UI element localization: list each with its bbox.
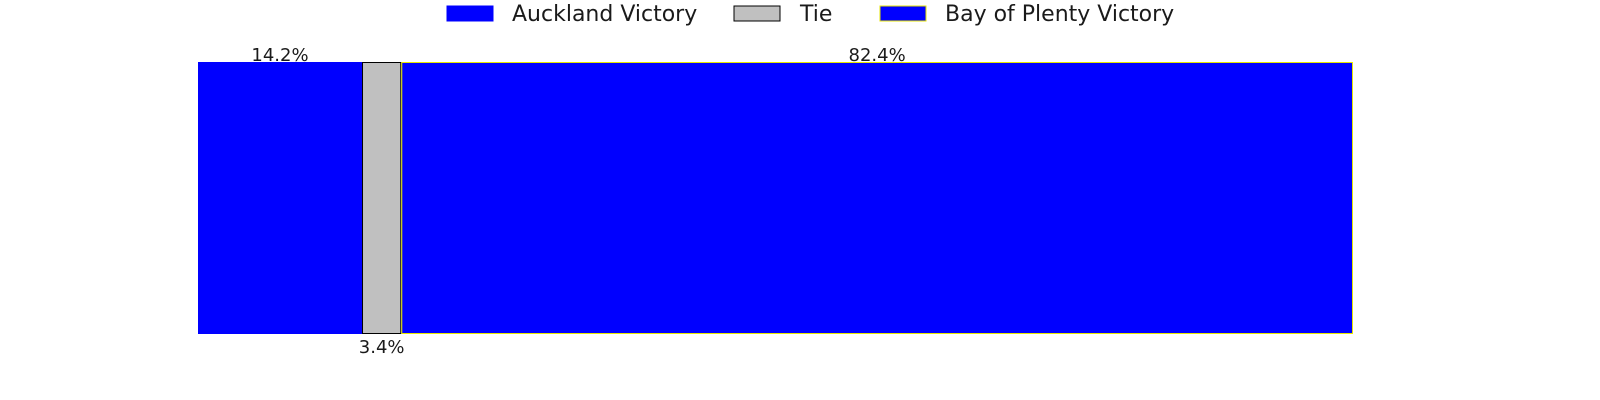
legend: Auckland Victory Tie Bay of Plenty Victory	[446, 2, 1174, 27]
data-label-bay-of-plenty-victory: 82.4%	[849, 45, 906, 66]
bar-segment-bay-of-plenty-victory	[401, 62, 1353, 334]
legend-swatch-auckland-victory	[446, 5, 494, 22]
legend-label-bay-of-plenty-victory: Bay of Plenty Victory	[945, 2, 1174, 27]
legend-label-auckland-victory: Auckland Victory	[512, 2, 697, 27]
bars	[198, 62, 1353, 334]
data-label-tie: 3.4%	[359, 337, 405, 358]
legend-label-tie: Tie	[799, 2, 832, 27]
legend-swatch-bay-of-plenty-victory	[879, 5, 927, 22]
data-label-auckland-victory: 14.2%	[251, 45, 308, 66]
bar-segment-auckland-victory	[198, 62, 363, 334]
legend-swatch-tie	[733, 5, 781, 22]
bar-segment-tie	[362, 62, 402, 334]
data-labels: 14.2% 3.4% 82.4%	[251, 45, 905, 358]
